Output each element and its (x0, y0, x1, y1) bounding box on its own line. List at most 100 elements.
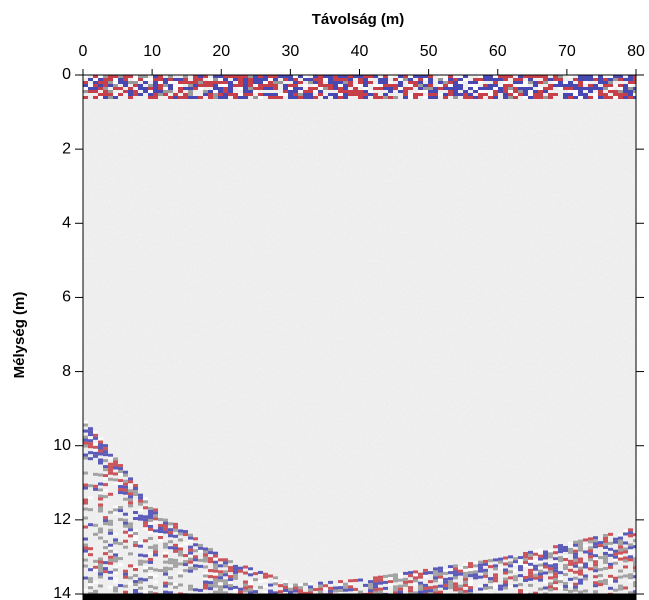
texture-cell (573, 561, 578, 565)
texture-cell (133, 93, 138, 96)
texture-cell (313, 75, 318, 78)
texture-cell (263, 75, 268, 78)
texture-cell (433, 573, 438, 577)
texture-cell (493, 576, 498, 580)
texture-cell (523, 75, 528, 78)
texture-cell (213, 75, 218, 78)
texture-cell (613, 78, 618, 81)
texture-cell (163, 521, 168, 525)
texture-cell (623, 559, 628, 563)
texture-cell (208, 575, 213, 579)
texture-cell (83, 438, 88, 442)
texture-cell (223, 570, 228, 574)
texture-cell (98, 536, 103, 540)
texture-cell (528, 90, 533, 93)
texture-cell (363, 96, 368, 99)
texture-cell (338, 580, 343, 584)
texture-cell (88, 436, 93, 440)
texture-cell (88, 553, 93, 557)
texture-cell (243, 81, 248, 84)
texture-cell (248, 588, 253, 592)
texture-cell (583, 565, 588, 569)
texture-cell (528, 553, 533, 557)
texture-cell (83, 453, 88, 457)
texture-cell (468, 586, 473, 590)
texture-cell (193, 558, 198, 562)
texture-cell (228, 584, 233, 588)
texture-cell (138, 93, 143, 96)
texture-cell (243, 589, 248, 593)
texture-cell (223, 561, 228, 565)
texture-cell (93, 430, 98, 434)
texture-cell (138, 75, 143, 78)
texture-cell (478, 87, 483, 90)
texture-cell (368, 75, 373, 78)
texture-cell (393, 573, 398, 577)
texture-cell (188, 539, 193, 543)
texture-cell (133, 90, 138, 93)
texture-cell (293, 78, 298, 81)
texture-cell (533, 96, 538, 99)
texture-cell (243, 78, 248, 81)
texture-cell (173, 582, 178, 586)
texture-cell (188, 566, 193, 570)
texture-cell (523, 87, 528, 90)
texture-cell (353, 90, 358, 93)
texture-cell (553, 78, 558, 81)
texture-cell (268, 592, 273, 594)
texture-cell (233, 588, 238, 592)
texture-cell (198, 549, 203, 553)
texture-cell (363, 87, 368, 90)
texture-cell (333, 84, 338, 87)
texture-cell (623, 556, 628, 560)
texture-cell (173, 561, 178, 565)
texture-cell (218, 576, 223, 580)
texture-cell (503, 583, 508, 587)
texture-cell (408, 84, 413, 87)
texture-cell (338, 81, 343, 84)
texture-cell (278, 81, 283, 84)
texture-cell (558, 84, 563, 87)
texture-cell (593, 539, 598, 543)
texture-cell (93, 454, 98, 458)
texture-cell (88, 583, 93, 587)
texture-cell (413, 84, 418, 87)
texture-cell (528, 565, 533, 569)
texture-cell (503, 96, 508, 99)
x-tick-label: 50 (420, 43, 438, 60)
texture-cell (348, 78, 353, 81)
texture-cell (478, 569, 483, 573)
texture-cell (233, 573, 238, 577)
texture-cell (578, 81, 583, 84)
texture-cell (248, 573, 253, 577)
texture-cell (453, 96, 458, 99)
texture-cell (168, 558, 173, 562)
texture-cell (443, 81, 448, 84)
texture-cell (468, 81, 473, 84)
texture-cell (428, 81, 433, 84)
texture-cell (483, 568, 488, 572)
texture-cell (573, 570, 578, 574)
texture-cell (243, 580, 248, 584)
texture-cell (483, 87, 488, 90)
texture-cell (153, 78, 158, 81)
texture-cell (203, 553, 208, 557)
texture-cell (393, 87, 398, 90)
texture-cell (158, 527, 163, 531)
texture-cell (153, 81, 158, 84)
texture-cell (303, 93, 308, 96)
texture-cell (578, 542, 583, 546)
texture-cell (83, 96, 88, 99)
texture-cell (108, 576, 113, 580)
texture-cell (98, 75, 103, 78)
texture-cell (373, 576, 378, 580)
texture-cell (138, 559, 143, 563)
texture-cell (158, 93, 163, 96)
texture-cell (503, 580, 508, 584)
texture-cell (123, 81, 128, 84)
x-tick-label: 10 (143, 43, 161, 60)
texture-cell (618, 533, 623, 537)
texture-cell (448, 586, 453, 590)
texture-cell (393, 78, 398, 81)
texture-cell (128, 477, 133, 481)
